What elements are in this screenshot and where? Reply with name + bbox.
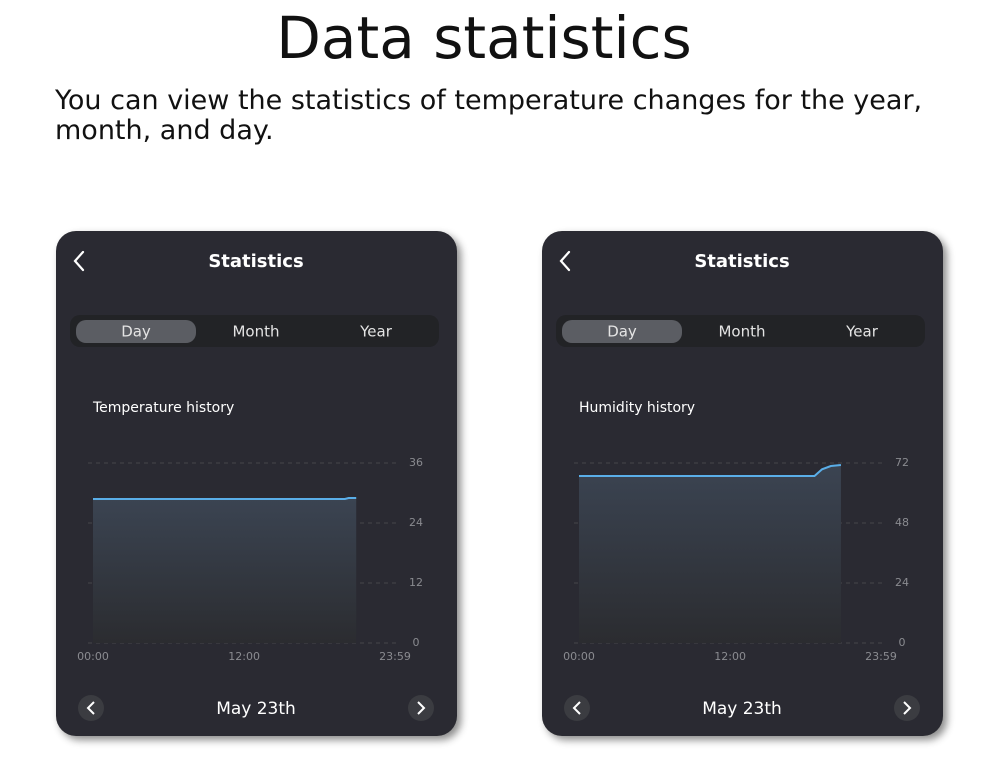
- x-tick-label: 23:59: [379, 650, 411, 663]
- next-icon: [903, 701, 912, 715]
- tab[interactable]: Year: [359, 323, 393, 341]
- y-tick-label: 0: [899, 636, 906, 649]
- y-tick-label: 0: [413, 636, 420, 649]
- area: [93, 498, 357, 643]
- x-tick-label: 23:59: [865, 650, 897, 663]
- next-icon: [417, 701, 426, 715]
- chart-title: Humidity history: [579, 400, 695, 416]
- tab[interactable]: Year: [845, 323, 879, 341]
- y-tick-label: 48: [895, 516, 909, 529]
- back-button[interactable]: [559, 250, 571, 272]
- x-tick-label: 00:00: [77, 650, 109, 663]
- tab[interactable]: Day: [607, 323, 637, 341]
- y-tick-label: 24: [409, 516, 423, 529]
- prev-button[interactable]: [78, 695, 104, 721]
- phone-screen: Statistics Day Month Year Temperature histor…: [56, 231, 457, 736]
- next-button[interactable]: [408, 695, 434, 721]
- prev-button[interactable]: [564, 695, 590, 721]
- screen-title: Statistics: [208, 251, 303, 272]
- date: May 23th: [702, 699, 782, 719]
- next-button[interactable]: [894, 695, 920, 721]
- x-tick-label: 12:00: [714, 650, 746, 663]
- area: [579, 465, 841, 643]
- page-title: Data statistics: [276, 4, 692, 72]
- date: May 23th: [216, 699, 296, 719]
- active-tab: [76, 320, 196, 343]
- active-tab: [562, 320, 682, 343]
- line: [579, 464, 842, 477]
- tab[interactable]: Month: [718, 323, 765, 341]
- tab[interactable]: Day: [121, 323, 151, 341]
- y-tick-label: 72: [895, 456, 909, 469]
- chart-title: Temperature history: [92, 400, 234, 416]
- x-tick-label: 00:00: [563, 650, 595, 663]
- y-tick-label: 24: [895, 576, 909, 589]
- page-subtitle: You can view the statistics of temperatu…: [55, 85, 923, 146]
- screen-title: Statistics: [694, 251, 789, 272]
- prev-icon: [572, 701, 581, 715]
- y-tick-label: 36: [409, 456, 423, 469]
- back-button[interactable]: [73, 250, 85, 272]
- prev-icon: [86, 701, 95, 715]
- x-tick-label: 12:00: [228, 650, 260, 663]
- line: [93, 497, 357, 500]
- y-tick-label: 12: [409, 576, 423, 589]
- tab[interactable]: Month: [232, 323, 279, 341]
